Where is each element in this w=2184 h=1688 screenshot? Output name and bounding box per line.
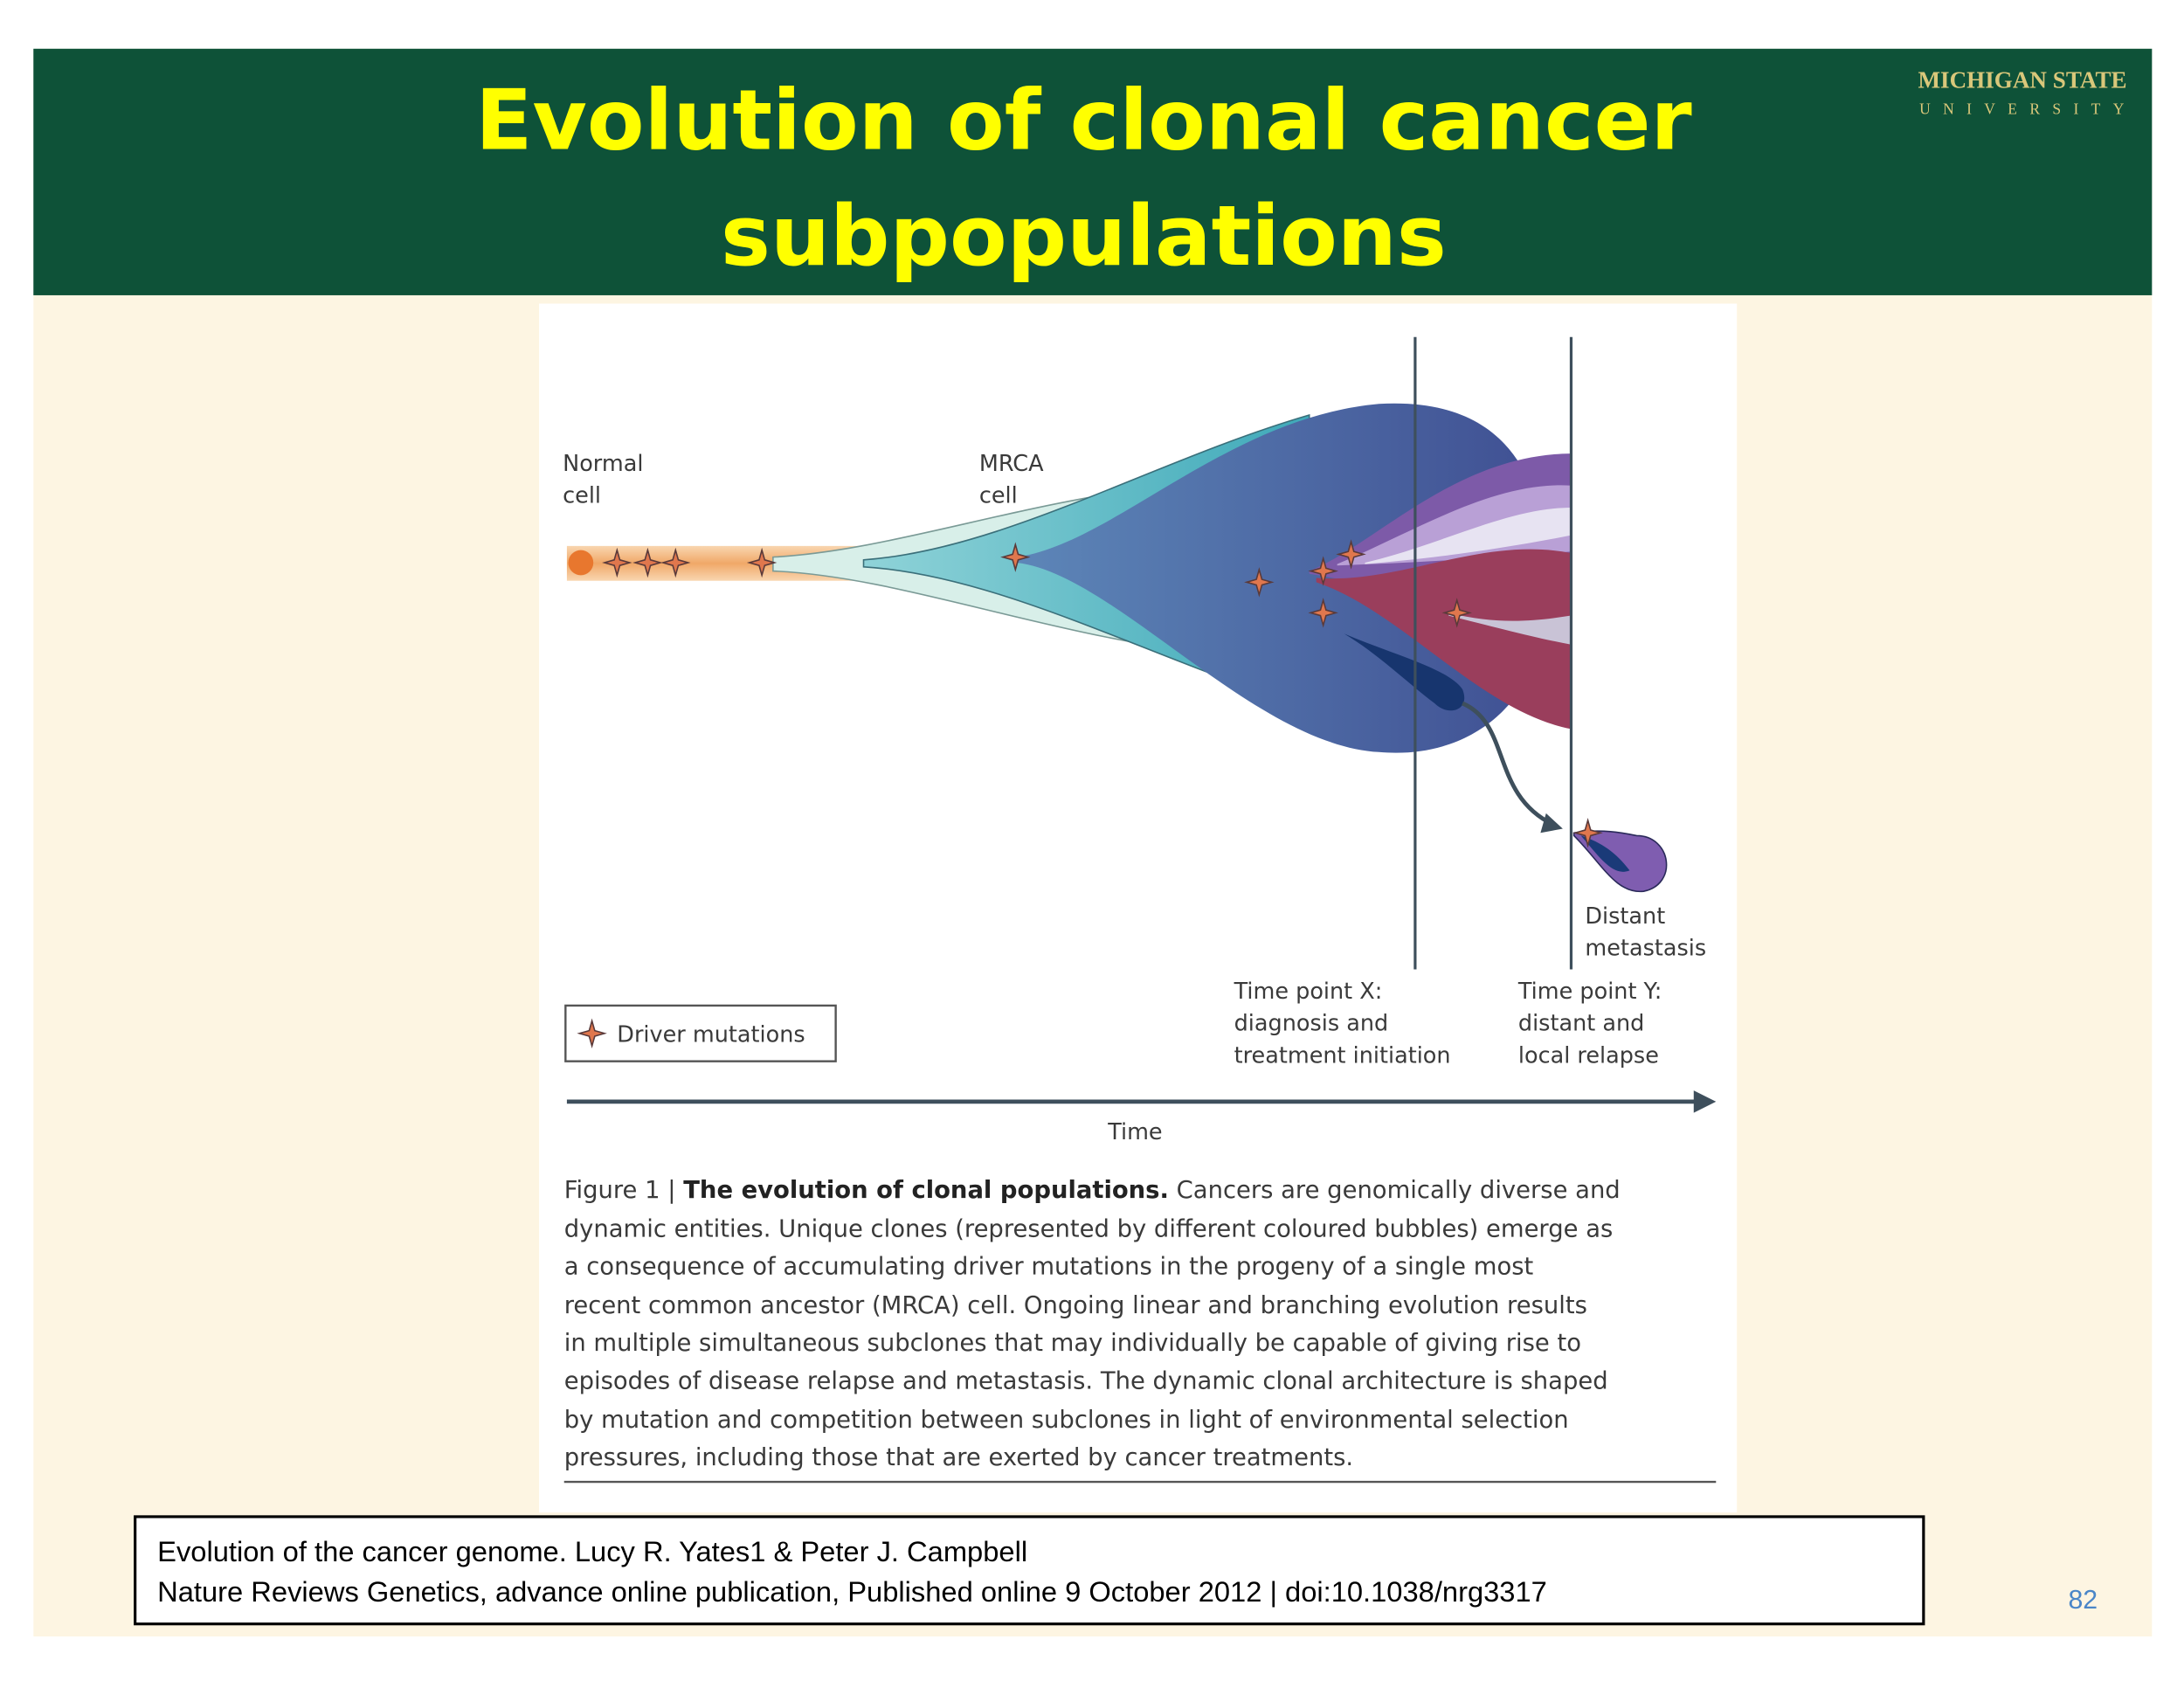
citation: Nature Reviews Genetics, advance online … — [157, 1575, 1547, 1608]
label: local relapse — [1518, 1042, 1659, 1069]
caption-label: Figure 1 | — [564, 1177, 676, 1204]
caption: episodes of disease relapse and metastas… — [564, 1367, 1608, 1394]
caption: a consequence of accumulating driver mut… — [564, 1254, 1534, 1281]
page-number: 82 — [2068, 1586, 2098, 1615]
logo: UNIVERSITY — [1919, 100, 2137, 118]
legend-label: Driver mutations — [617, 1021, 805, 1048]
axis-label: Time — [1107, 1119, 1162, 1145]
label: cell — [563, 482, 601, 508]
title: subpopulations — [721, 187, 1447, 285]
logo: MICHIGAN STATE — [1918, 66, 2126, 93]
caption: Figure 1 | The evolution of clonal popul… — [564, 1177, 1621, 1204]
label: diagnosis and — [1234, 1011, 1389, 1037]
label: Normal — [563, 451, 643, 477]
label: Time point X: — [1234, 979, 1383, 1005]
caption: in multiple simultaneous subclones that … — [564, 1330, 1581, 1357]
label: distant and — [1518, 1011, 1644, 1037]
title: Evolution of clonal cancer — [475, 72, 1692, 169]
header-bar — [33, 48, 2153, 295]
label: Time point Y: — [1517, 979, 1662, 1005]
label: treatment initiation — [1234, 1042, 1451, 1069]
clone-diagram — [563, 336, 1717, 1484]
citation-box — [134, 1515, 1925, 1626]
caption: dynamic entities. Unique clones (represe… — [564, 1216, 1614, 1243]
label: MRCA — [979, 451, 1044, 477]
label: Distant — [1585, 903, 1665, 930]
label: metastasis — [1585, 936, 1706, 962]
caption: pressures, including those that are exer… — [564, 1444, 1353, 1471]
caption-heading: The evolution of clonal populations. — [683, 1177, 1169, 1204]
caption-text: Cancers are genomically diverse and — [1177, 1177, 1621, 1204]
citation: Evolution of the cancer genome. Lucy R. … — [157, 1535, 1027, 1567]
caption: by mutation and competition between subc… — [564, 1407, 1569, 1434]
caption: recent common ancestor (MRCA) cell. Ongo… — [564, 1292, 1587, 1319]
label: cell — [979, 482, 1018, 508]
